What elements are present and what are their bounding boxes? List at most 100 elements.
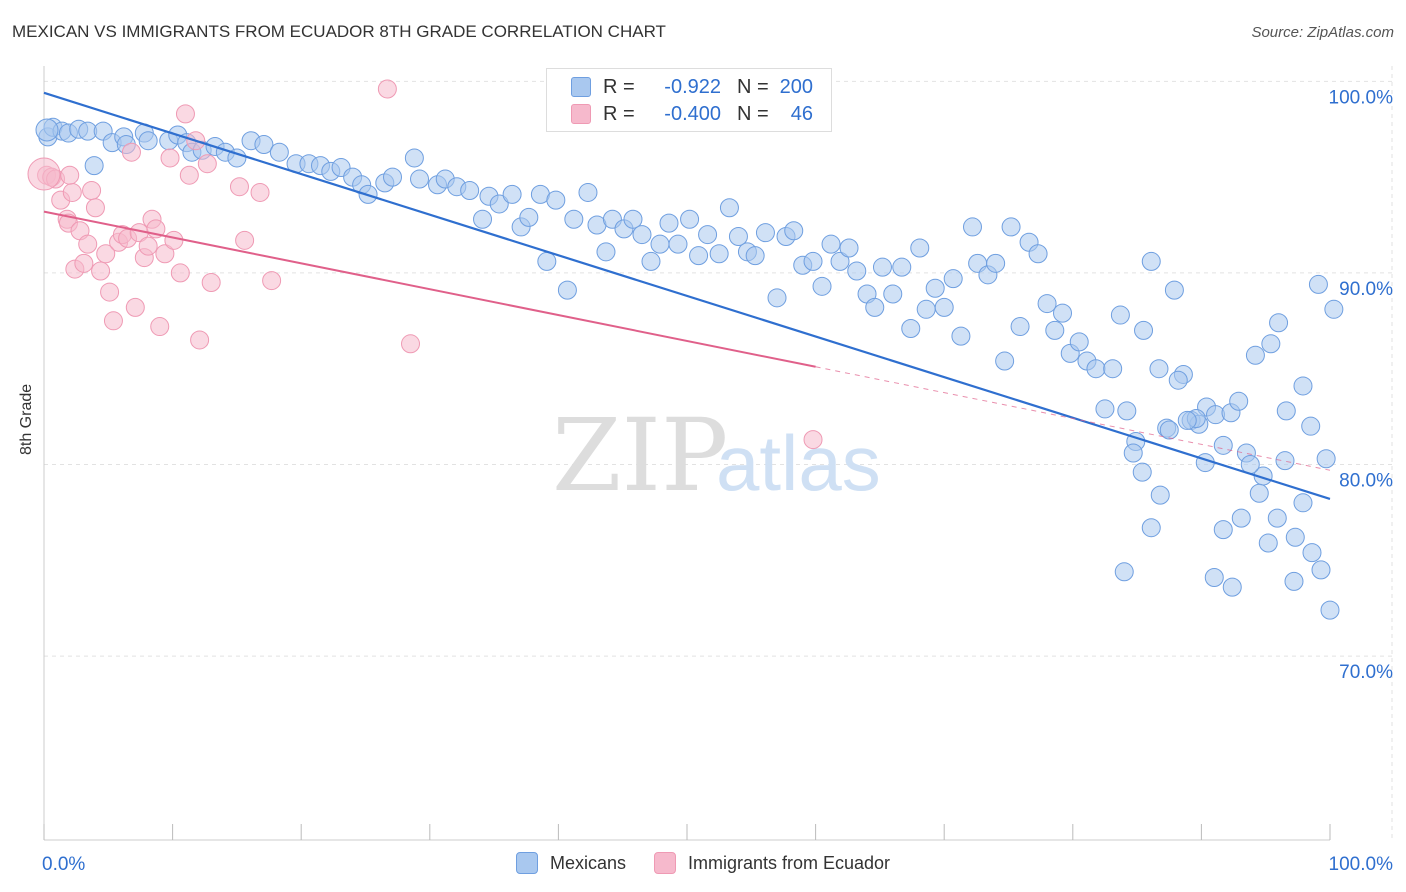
point-ecuador (100, 282, 120, 302)
point-mexicans (84, 156, 104, 176)
point-mexicans (1045, 320, 1065, 340)
point-mexicans (564, 209, 584, 229)
point-mexicans (784, 221, 804, 241)
labels-layer: 100.0% 90.0% 80.0% 70.0% 0.0% 100.0% (42, 87, 1393, 875)
point-mexicans (1086, 359, 1106, 379)
point-ecuador (96, 244, 116, 264)
point-mexicans (1069, 332, 1089, 352)
point-mexicans (830, 251, 850, 271)
point-mexicans (728, 227, 748, 247)
point-mexicans (910, 238, 930, 258)
point-ecuador (190, 330, 210, 350)
point-mexicans (1213, 520, 1233, 540)
point-mexicans (821, 234, 841, 254)
point-mexicans (1134, 320, 1154, 340)
point-mexicans (1164, 280, 1184, 300)
point-mexicans (1213, 435, 1233, 455)
bottom-legend-mexicans[interactable]: Mexicans (515, 852, 626, 874)
point-mexicans (460, 181, 480, 201)
point-mexicans (916, 299, 936, 319)
point-ecuador (82, 181, 102, 201)
point-mexicans (943, 269, 963, 289)
point-mexicans (473, 209, 493, 229)
trend-line-ecuador (43, 210, 816, 368)
bottom-legend-label: Mexicans (549, 852, 626, 873)
legend-r-label: R = (603, 102, 635, 125)
point-mexicans (995, 351, 1015, 371)
point-mexicans (1269, 313, 1289, 333)
legend-row-ecuador: R = -0.400 N = 46 (547, 101, 813, 127)
point-mexicans (767, 288, 787, 308)
point-mexicans (812, 276, 832, 296)
point-mexicans (1222, 577, 1242, 597)
bottom-legend: Mexicans Immigrants from Ecuador (0, 852, 1406, 874)
point-ecuador (250, 182, 270, 202)
trend-line-ecuador-extension (815, 366, 1331, 471)
point-ecuador (60, 165, 80, 185)
watermark: ZIP atlas (552, 397, 881, 514)
bottom-legend-ecuador[interactable]: Immigrants from Ecuador (653, 852, 891, 874)
point-mexicans (623, 209, 643, 229)
point-ecuador (91, 261, 111, 281)
point-mexicans (755, 223, 775, 243)
point-mexicans (1150, 485, 1170, 505)
point-mexicans (537, 251, 557, 271)
point-mexicans (1301, 416, 1321, 436)
point-mexicans (1123, 443, 1143, 463)
point-mexicans (1132, 462, 1152, 482)
point-mexicans (1114, 562, 1134, 582)
bottom-legend-swatch-mexicans (515, 852, 538, 874)
y-tick-label: 70.0% (1339, 662, 1393, 683)
point-mexicans (1276, 401, 1296, 421)
y-tick-label: 90.0% (1339, 279, 1393, 300)
point-ecuador (62, 182, 82, 202)
point-mexicans (847, 261, 867, 281)
point-mexicans (1275, 451, 1295, 471)
point-mexicans (404, 148, 424, 168)
point-mexicans (519, 207, 539, 227)
watermark-atlas: atlas (716, 419, 881, 507)
point-ecuador (74, 253, 94, 273)
point-mexicans (1320, 600, 1340, 620)
point-mexicans (883, 284, 903, 304)
point-ecuador (164, 230, 184, 250)
point-mexicans (680, 209, 700, 229)
point-mexicans (1204, 568, 1224, 588)
point-mexicans (689, 246, 709, 266)
point-mexicans (410, 169, 430, 189)
legend-row-mexicans: R = -0.922 N = 200 (547, 74, 813, 100)
legend-r-value: -0.922 (664, 75, 721, 98)
point-mexicans (1324, 299, 1344, 319)
x-tick-label: 100.0% (1329, 854, 1394, 875)
point-mexicans (1037, 294, 1057, 314)
point-mexicans (934, 297, 954, 317)
point-mexicans (596, 242, 616, 262)
point-mexicans (269, 142, 289, 162)
point-mexicans (1141, 518, 1161, 538)
points-layer (27, 79, 1344, 620)
legend-n-label: N = (737, 102, 769, 125)
point-ecuador (235, 230, 255, 250)
point-ecuador (179, 165, 199, 185)
point-mexicans (1302, 543, 1322, 563)
source-label: Source: ZipAtlas.com (1251, 24, 1394, 41)
point-mexicans (1249, 483, 1269, 503)
axes-layer (43, 66, 1331, 841)
point-ecuador (150, 317, 170, 337)
point-mexicans (254, 135, 274, 155)
bottom-legend-label: Immigrants from Ecuador (687, 852, 891, 873)
point-mexicans (1311, 560, 1331, 580)
point-mexicans (1095, 399, 1115, 419)
point-mexicans (1010, 317, 1030, 337)
point-mexicans (668, 234, 688, 254)
point-mexicans (1293, 493, 1313, 513)
point-mexicans (1103, 359, 1123, 379)
point-mexicans (578, 182, 598, 202)
point-mexicans (986, 253, 1006, 273)
point-mexicans (546, 190, 566, 210)
point-ecuador (229, 177, 249, 197)
point-ecuador (201, 272, 221, 292)
chart-title: MEXICAN VS IMMIGRANTS FROM ECUADOR 8TH G… (12, 22, 666, 41)
point-mexicans (925, 278, 945, 298)
